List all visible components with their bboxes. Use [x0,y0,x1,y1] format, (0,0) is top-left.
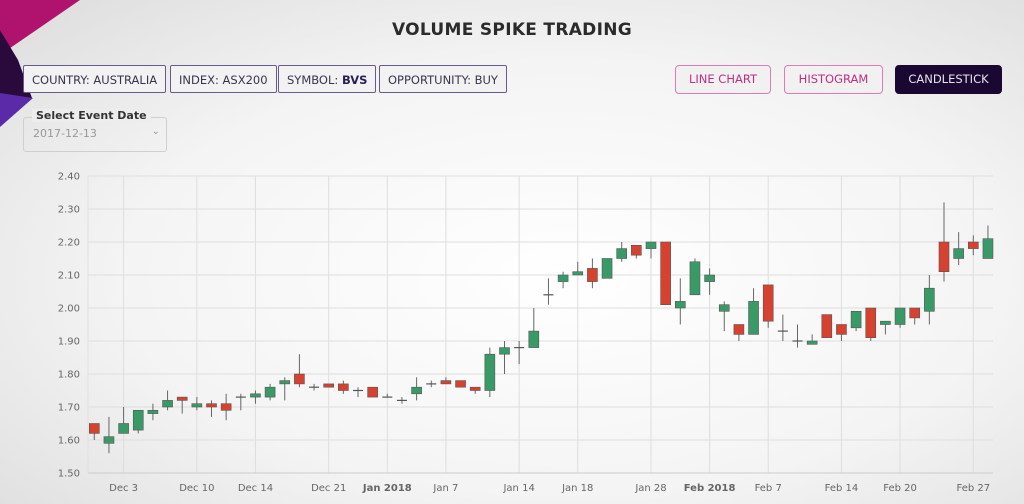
x-tick-label: Jan 2018 [362,483,412,494]
filter-value: ASX200 [222,73,268,87]
page-title: VOLUME SPIKE TRADING [392,20,632,40]
candle-down [323,383,335,388]
candle-down [938,241,950,273]
x-tick-label: Dec 10 [179,483,214,494]
y-tick-label: 2.00 [58,304,80,315]
line-chart-button[interactable]: LINE CHART [675,65,771,94]
candle-up [264,386,276,398]
candle-down [909,307,921,319]
candle-up [147,409,159,414]
filter-opportunity[interactable]: OPPORTUNITY: BUY [379,65,507,93]
x-tick-label: Dec 14 [238,483,273,494]
x-tick-label: Feb 27 [956,483,990,494]
candle-up [499,347,510,355]
candle-up [162,400,173,408]
candle-down [440,380,452,385]
candle-down [821,314,833,339]
filter-symbol[interactable]: SYMBOL: BVS [278,65,377,93]
filter-label: SYMBOL: [287,73,342,87]
candle-up [689,261,701,296]
candle-down [455,380,466,388]
x-tick-label: Dec 21 [311,483,346,494]
y-tick-label: 1.70 [58,403,80,414]
event-date-label: Select Event Date [32,109,151,122]
candle-up [748,301,759,335]
y-tick-label: 1.50 [58,469,80,480]
filter-country[interactable]: COUNTRY: AUSTRALIA [23,65,167,93]
x-tick-label: Feb 2018 [684,483,736,494]
filter-label: COUNTRY: [32,73,94,87]
candle-down [367,386,378,398]
candle-down [89,423,100,434]
candle-up [982,238,994,259]
y-tick-label: 1.60 [58,436,80,447]
x-tick-label: Feb 20 [883,483,917,494]
y-tick-label: 2.10 [58,271,80,282]
candle-up [279,380,291,385]
y-tick-label: 2.20 [58,238,80,249]
candle-up [953,248,964,259]
x-tick-label: Jan 14 [502,483,534,494]
candle-up [674,301,686,309]
filter-label: INDEX: [179,73,223,87]
candlestick-button[interactable]: CANDLESTICK [895,65,1002,94]
candle-down [469,386,481,391]
candle-down [660,241,671,306]
candle-up [250,393,261,398]
candle-up [806,340,818,345]
candle-up [132,409,144,431]
candle-up [850,310,862,329]
candle-up [572,271,584,276]
x-tick-label: Jan 18 [561,483,593,494]
candle-down [967,241,979,249]
filter-value: AUSTRALIA [93,73,158,87]
candle-up [894,307,906,325]
candle-up [601,258,613,279]
filter-value: BUY [474,73,498,87]
candle-down [631,245,642,256]
x-tick-label: Dec 3 [109,483,138,494]
y-tick-label: 1.90 [58,337,80,348]
candle-down [220,403,232,411]
event-date-select[interactable]: Select Event Date 2017-12-13 ⌄ [23,109,167,152]
y-tick-label: 1.80 [58,370,80,381]
candle-up [103,436,115,444]
candle-up [411,386,422,395]
candle-up [528,330,540,348]
x-tick-label: Feb 7 [755,483,782,494]
candle-down [176,396,188,401]
candle-down [865,307,877,339]
candle-up [557,274,569,282]
candle-down [338,383,349,391]
candle-down [733,324,745,335]
y-tick-label: 2.40 [58,172,80,183]
candle-up [880,320,891,325]
filter-index[interactable]: INDEX: ASX200 [170,65,277,93]
candle-up [616,248,628,259]
candle-up [718,304,730,312]
decorative-corner-shapes [0,0,80,127]
histogram-button[interactable]: HISTOGRAM [784,65,883,94]
candle-down [294,373,305,385]
x-tick-label: Jan 28 [634,483,666,494]
x-tick-label: Feb 14 [825,483,859,494]
candle-up [484,353,496,391]
candle-up [704,274,715,282]
event-date-value: 2017-12-13 [33,127,97,140]
candle-up [924,287,935,312]
candle-down [762,284,774,322]
filter-value: BVS [341,73,368,87]
candle-down [587,268,598,282]
chevron-down-icon: ⌄ [151,126,160,137]
filter-label: OPPORTUNITY: [388,73,475,87]
candle-up [118,423,129,434]
candle-up [191,403,203,408]
candle-down [836,324,847,335]
candle-down [206,403,217,408]
x-tick-label: Jan 7 [432,483,458,494]
y-tick-label: 2.30 [58,205,80,216]
candle-up [645,241,657,249]
